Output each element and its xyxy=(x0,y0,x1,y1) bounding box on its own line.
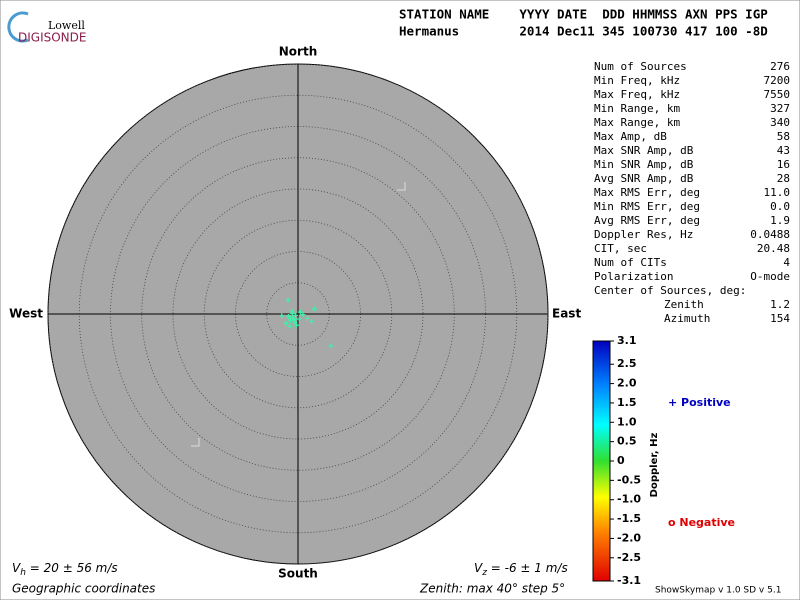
colorbar-tick-label: 1.5 xyxy=(617,396,637,409)
stat-value: 1.2 xyxy=(770,298,790,311)
stat-label: Polarization xyxy=(594,270,673,283)
vh-sub: h xyxy=(20,568,26,578)
dir-south: South xyxy=(278,567,318,581)
stat-value: 7200 xyxy=(764,74,791,87)
stat-label: Avg RMS Err, deg xyxy=(594,214,700,227)
source-point xyxy=(298,309,303,315)
stat-label: Num of Sources xyxy=(594,60,687,73)
logo-top: Lowell xyxy=(48,19,85,32)
logo-bottom: DIGISONDE xyxy=(18,31,86,45)
stat-label: Num of CITs xyxy=(594,256,667,269)
stat-label: Max Amp, dB xyxy=(594,130,667,143)
source-point xyxy=(291,317,297,323)
stat-value: 43 xyxy=(777,144,790,157)
stat-value: 276 xyxy=(770,60,790,73)
dir-east: East xyxy=(552,307,581,321)
legend-positive: + Positive xyxy=(668,396,731,409)
stat-label: Max RMS Err, deg xyxy=(594,186,700,199)
colorbar-title: Doppler, Hz xyxy=(649,433,660,498)
colorbar-tick-label: 3.1 xyxy=(617,334,637,347)
source-point xyxy=(311,306,317,312)
header-line: Hermanus 2014 Dec11 345 100730 417 100 -… xyxy=(399,24,768,39)
dir-north: North xyxy=(279,45,317,59)
source-point xyxy=(294,322,300,328)
colorbar xyxy=(592,340,611,582)
colorbar-tick-label: 0 xyxy=(617,454,625,467)
stat-label: Max SNR Amp, dB xyxy=(594,144,694,157)
stat-value: 28 xyxy=(777,172,790,185)
source-point xyxy=(287,324,293,329)
version: ShowSkymap v 1.0 SD v 5.1 xyxy=(655,586,781,596)
colorbar-tick-label: 0.5 xyxy=(617,435,637,448)
stat-label: Min Range, km xyxy=(594,102,680,115)
stat-value: O-mode xyxy=(750,270,790,283)
stat-value: 58 xyxy=(777,130,790,143)
stat-label: Max Range, km xyxy=(594,116,680,129)
colorbar-tick-label: -0.5 xyxy=(617,473,641,486)
stat-value: 0.0 xyxy=(770,200,790,213)
stat-label: Max Freq, kHz xyxy=(594,88,680,101)
dir-west: West xyxy=(9,307,43,321)
coords: Geographic coordinates xyxy=(12,582,155,596)
colorbar-tick-label: 2.0 xyxy=(617,377,637,390)
source-point xyxy=(300,312,306,318)
source-point xyxy=(309,319,315,324)
stat-value: 11.0 xyxy=(764,186,791,199)
source-point xyxy=(286,314,292,319)
colorbar-tick-label: -1.0 xyxy=(617,493,641,506)
colorbar-tick-label: -2.0 xyxy=(617,531,641,544)
marker xyxy=(397,182,406,191)
stat-value: 7550 xyxy=(764,88,791,101)
colorbar-tick-label: 1.0 xyxy=(617,415,637,428)
header-line: STATION NAME YYYY DATE DDD HHMMSS AXN PP… xyxy=(399,7,768,22)
stat-label: Min RMS Err, deg xyxy=(594,200,700,213)
source-point xyxy=(289,308,295,314)
stat-value: 1.9 xyxy=(770,214,790,227)
vh-rest: = 20 ± 56 m/s xyxy=(26,561,118,575)
source-point xyxy=(304,315,310,321)
source-point xyxy=(328,343,334,349)
stat-label: Zenith xyxy=(664,298,704,311)
stat-value: 4 xyxy=(783,256,790,269)
stat-label: Azimuth xyxy=(664,312,710,325)
stat-value: 340 xyxy=(770,116,790,129)
vz-rest: = -6 ± 1 m/s xyxy=(487,561,568,575)
source-point xyxy=(279,313,285,319)
stat-value: 16 xyxy=(777,158,790,171)
stat-label: Doppler Res, Hz xyxy=(594,228,693,241)
legend-negative: o Negative xyxy=(668,516,735,529)
vz: Vz = -6 ± 1 m/s xyxy=(474,561,568,578)
center-title: Center of Sources, deg: xyxy=(594,284,746,297)
vh-v: V xyxy=(12,561,21,575)
stat-label: CIT, sec xyxy=(594,242,647,255)
stat-value: 154 xyxy=(770,312,790,325)
source-point xyxy=(293,312,298,318)
vz-v: V xyxy=(474,561,483,575)
marker xyxy=(191,438,200,447)
stat-label: Avg SNR Amp, dB xyxy=(594,172,694,185)
source-point xyxy=(285,297,291,303)
vz-sub: z xyxy=(481,568,487,578)
colorbar-tick-label: -3.1 xyxy=(617,574,641,587)
logo-arc xyxy=(7,11,29,43)
zenith-note: Zenith: max 40° step 5° xyxy=(419,582,565,596)
stat-label: Min Freq, kHz xyxy=(594,74,680,87)
colorbar-tick-label: -1.5 xyxy=(617,512,641,525)
stat-value: 327 xyxy=(770,102,790,115)
vh: Vh = 20 ± 56 m/s xyxy=(12,561,118,578)
source-point xyxy=(283,320,289,326)
colorbar-tick-label: -2.5 xyxy=(617,551,641,564)
source-point xyxy=(296,316,302,322)
stat-label: Min SNR Amp, dB xyxy=(594,158,694,171)
stat-value: 20.48 xyxy=(757,242,790,255)
stat-value: 0.0488 xyxy=(750,228,790,241)
colorbar-tick-label: 2.5 xyxy=(617,357,637,370)
